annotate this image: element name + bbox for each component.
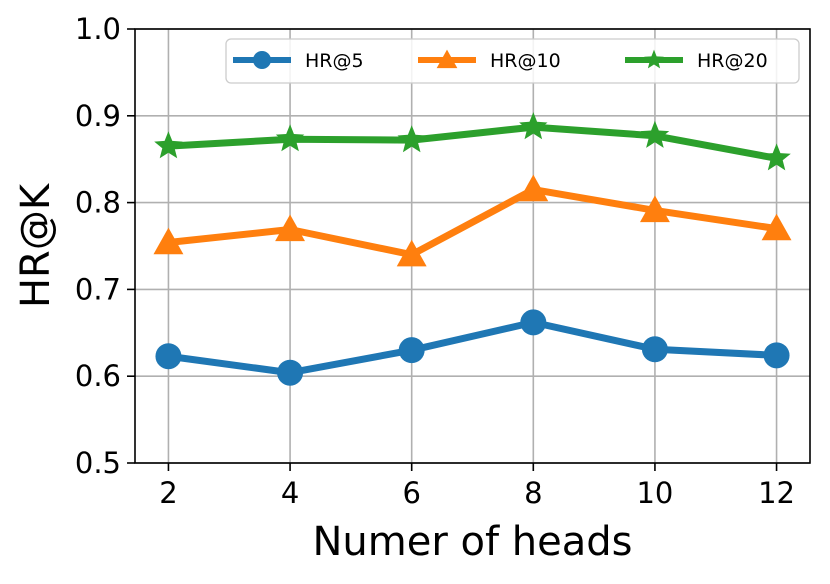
- plot-frame: [134, 28, 811, 464]
- legend-box: [225, 38, 800, 84]
- data-point-hr-20: [397, 125, 426, 153]
- x-tick-label: 12: [758, 476, 795, 510]
- data-point-hr-5: [398, 337, 425, 364]
- legend-label-hr-20: HR@20: [697, 50, 768, 72]
- x-tick-label: 8: [524, 476, 542, 510]
- series-line-hr-10: [168, 186, 778, 259]
- legend-marker-hr-5: [253, 51, 271, 69]
- legend-label-hr-5: HR@5: [305, 50, 364, 72]
- series-line-hr-20: [168, 123, 778, 162]
- y-tick-label: 0.7: [75, 272, 121, 306]
- data-point-hr-10: [761, 213, 792, 241]
- y-tick-label: 0.5: [75, 446, 121, 480]
- data-point-hr-20: [519, 112, 548, 140]
- data-point-hr-5: [277, 359, 304, 386]
- x-tick-label: 2: [159, 476, 177, 510]
- x-tick-label: 6: [402, 476, 420, 510]
- data-point-hr-10: [639, 195, 670, 223]
- grid: [135, 28, 810, 464]
- series-layer: [153, 112, 792, 386]
- legend-label-hr-10: HR@10: [490, 50, 561, 72]
- y-axis-title: HR@K: [13, 182, 59, 308]
- data-point-hr-20: [154, 131, 183, 159]
- data-point-hr-20: [275, 124, 305, 152]
- data-point-hr-10: [518, 174, 549, 202]
- series-line-hr-5: [167, 318, 777, 377]
- y-tick-label: 0.8: [75, 186, 121, 220]
- axis-ticks: 2 4 6 8 10 12 0.5 0.6 0.7 0.8 0.9 1.0: [75, 12, 795, 510]
- data-point-hr-10: [153, 227, 184, 255]
- data-point-hr-5: [520, 309, 547, 336]
- legend-marker-hr-10: [436, 49, 458, 69]
- data-point-hr-5: [763, 342, 790, 369]
- data-point-hr-10: [396, 239, 427, 267]
- data-point-hr-5: [155, 343, 182, 370]
- legend-marker-hr-20: [644, 49, 664, 69]
- data-point-hr-5: [641, 336, 668, 363]
- legend: HR@5 HR@10 HR@20: [225, 38, 800, 84]
- x-tick-label: 4: [281, 476, 299, 510]
- data-point-hr-20: [640, 120, 670, 148]
- y-tick-label: 1.0: [75, 12, 121, 46]
- data-point-hr-10: [275, 214, 306, 242]
- data-point-hr-20: [762, 143, 791, 171]
- y-tick-label: 0.9: [75, 99, 121, 133]
- x-axis-title: Numer of heads: [313, 519, 633, 565]
- x-tick-label: 10: [636, 476, 673, 510]
- y-tick-label: 0.6: [75, 359, 121, 393]
